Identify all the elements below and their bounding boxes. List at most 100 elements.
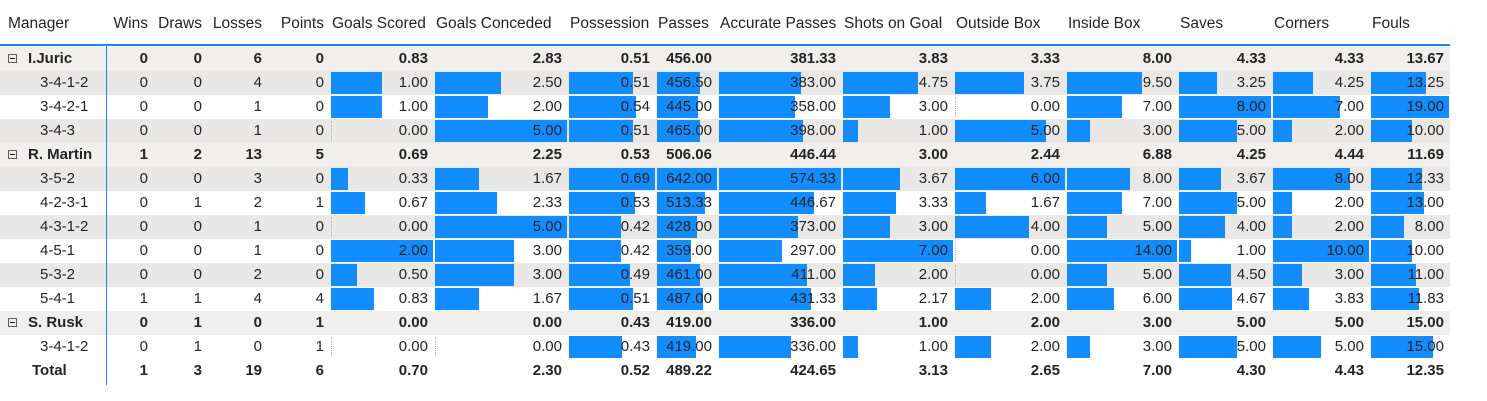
column-header[interactable]: Outside Box: [956, 15, 1041, 32]
cell-value: 7.00: [1142, 362, 1172, 379]
value-cell: 11.00: [1370, 263, 1450, 287]
value-cell: 424.65: [718, 359, 842, 383]
value-cell: 1: [208, 215, 268, 239]
total-row: Total 1 3 19 6 0.70 2.30 0.52 489.22 424.65 3.13 2.…: [0, 359, 1450, 383]
value-cell: 5.00: [434, 215, 568, 239]
cell-value: 11.83: [1407, 290, 1444, 307]
data-bar: [1179, 216, 1225, 238]
data-bar: [435, 264, 514, 286]
cell-value: 0.43: [620, 314, 650, 331]
value-cell: 0.42: [568, 239, 656, 263]
value-cell: 1.00: [842, 335, 954, 359]
formation-label: 5-3-2: [40, 266, 76, 283]
cell-value: 5.00: [1142, 266, 1172, 283]
column-header[interactable]: Wins: [113, 15, 148, 32]
value-cell: 359.00: [656, 239, 718, 263]
data-bar: [955, 336, 991, 358]
value-cell: 4.43: [1272, 359, 1370, 383]
cell-value: 1: [193, 314, 202, 331]
data-bar: [657, 216, 697, 238]
column-header[interactable]: Accurate Passes: [720, 15, 837, 32]
value-cell: 0.53: [568, 143, 656, 167]
cell-value: 1.00: [918, 314, 948, 331]
cell-value: 1: [139, 146, 148, 163]
cell-value: 0: [315, 266, 324, 283]
cell-value: 4.44: [1334, 146, 1364, 163]
cell-value: 3.13: [918, 362, 948, 379]
cell-value: 3.00: [918, 98, 948, 115]
cell-value: 0: [193, 98, 202, 115]
cell-value: 513.33: [666, 194, 712, 211]
collapse-minus-icon[interactable]: [8, 318, 17, 327]
data-bar: [1067, 336, 1090, 358]
value-cell: 1.00: [842, 119, 954, 143]
column-header[interactable]: Losses: [212, 15, 262, 32]
column-header[interactable]: Shots on Goal: [844, 15, 943, 32]
value-cell: 2.00: [842, 263, 954, 287]
value-cell: 3.00: [1066, 311, 1178, 335]
cell-value: 2.00: [1030, 338, 1060, 355]
row-background: [0, 311, 1450, 335]
column-header[interactable]: Fouls: [1372, 15, 1410, 32]
cell-value: 3.00: [918, 146, 948, 163]
value-cell: 0.52: [568, 359, 656, 383]
collapse-minus-icon[interactable]: [8, 54, 17, 63]
cell-value: 1.00: [398, 98, 428, 115]
column-header[interactable]: Possession: [570, 15, 650, 32]
column-header[interactable]: Corners: [1274, 15, 1330, 32]
cell-value: 0: [193, 74, 202, 91]
value-cell: 2.00: [954, 287, 1066, 311]
value-cell: 8.00: [1066, 47, 1178, 71]
value-cell: 2.30: [434, 359, 568, 383]
row-background: [0, 47, 1450, 71]
data-bar: [1273, 336, 1321, 358]
value-cell: 1.67: [954, 191, 1066, 215]
cell-value: 0: [315, 122, 324, 139]
column-header[interactable]: Passes: [658, 15, 709, 32]
cell-value: 0.42: [620, 242, 650, 259]
column-header[interactable]: Points: [280, 15, 324, 32]
value-cell: 297.00: [718, 239, 842, 263]
cell-value: 10.00: [1406, 122, 1444, 139]
column-header-manager[interactable]: Manager: [8, 15, 70, 32]
collapse-minus-icon[interactable]: [8, 150, 17, 159]
value-cell: 2.25: [434, 143, 568, 167]
value-cell: 8.00: [1272, 167, 1370, 191]
value-cell: 1.00: [330, 71, 434, 95]
cell-value: 446.44: [790, 146, 836, 163]
value-cell: 0: [154, 119, 208, 143]
cell-value: 445.00: [666, 98, 712, 115]
value-cell: 13: [208, 143, 268, 167]
group-row: S. Rusk 0 1 0 1 0.00 0.00 0.43 419.00 336.00 1.00 2…: [0, 311, 1450, 335]
cell-value: 1: [315, 314, 324, 331]
value-cell: 2.33: [434, 191, 568, 215]
column-header[interactable]: Goals Scored: [332, 15, 426, 32]
column-header[interactable]: Inside Box: [1068, 15, 1141, 32]
zero-bar-marker: [955, 241, 956, 261]
data-bar: [435, 96, 488, 118]
column-header[interactable]: Goals Conceded: [436, 15, 552, 32]
data-bar: [657, 96, 698, 118]
cell-value: 2.00: [1030, 314, 1060, 331]
cell-value: 0: [315, 74, 324, 91]
cell-value: 0.50: [398, 266, 428, 283]
cell-value: 0: [139, 242, 148, 259]
value-cell: 0.51: [568, 287, 656, 311]
data-bar: [1067, 96, 1122, 118]
value-cell: 465.00: [656, 119, 718, 143]
table-row: 3-4-1-2 0 0 4 0 1.00 2.50 0.51 456.50 383.00 4.75 3…: [0, 71, 1450, 95]
value-cell: 4.00: [1178, 215, 1272, 239]
value-cell: 7.00: [1066, 191, 1178, 215]
value-cell: 358.00: [718, 95, 842, 119]
data-bar: [1179, 72, 1217, 94]
value-cell: 1: [154, 191, 208, 215]
value-cell: 0.83: [330, 47, 434, 71]
cell-value: 3.33: [1030, 50, 1060, 67]
cell-value: 0: [139, 266, 148, 283]
column-header[interactable]: Saves: [1180, 15, 1224, 32]
cell-value: 3.00: [532, 266, 562, 283]
cell-value: 3.67: [918, 170, 948, 187]
column-header[interactable]: Draws: [158, 15, 202, 32]
cell-value: 0: [139, 50, 148, 67]
cell-value: 2.00: [398, 242, 428, 259]
